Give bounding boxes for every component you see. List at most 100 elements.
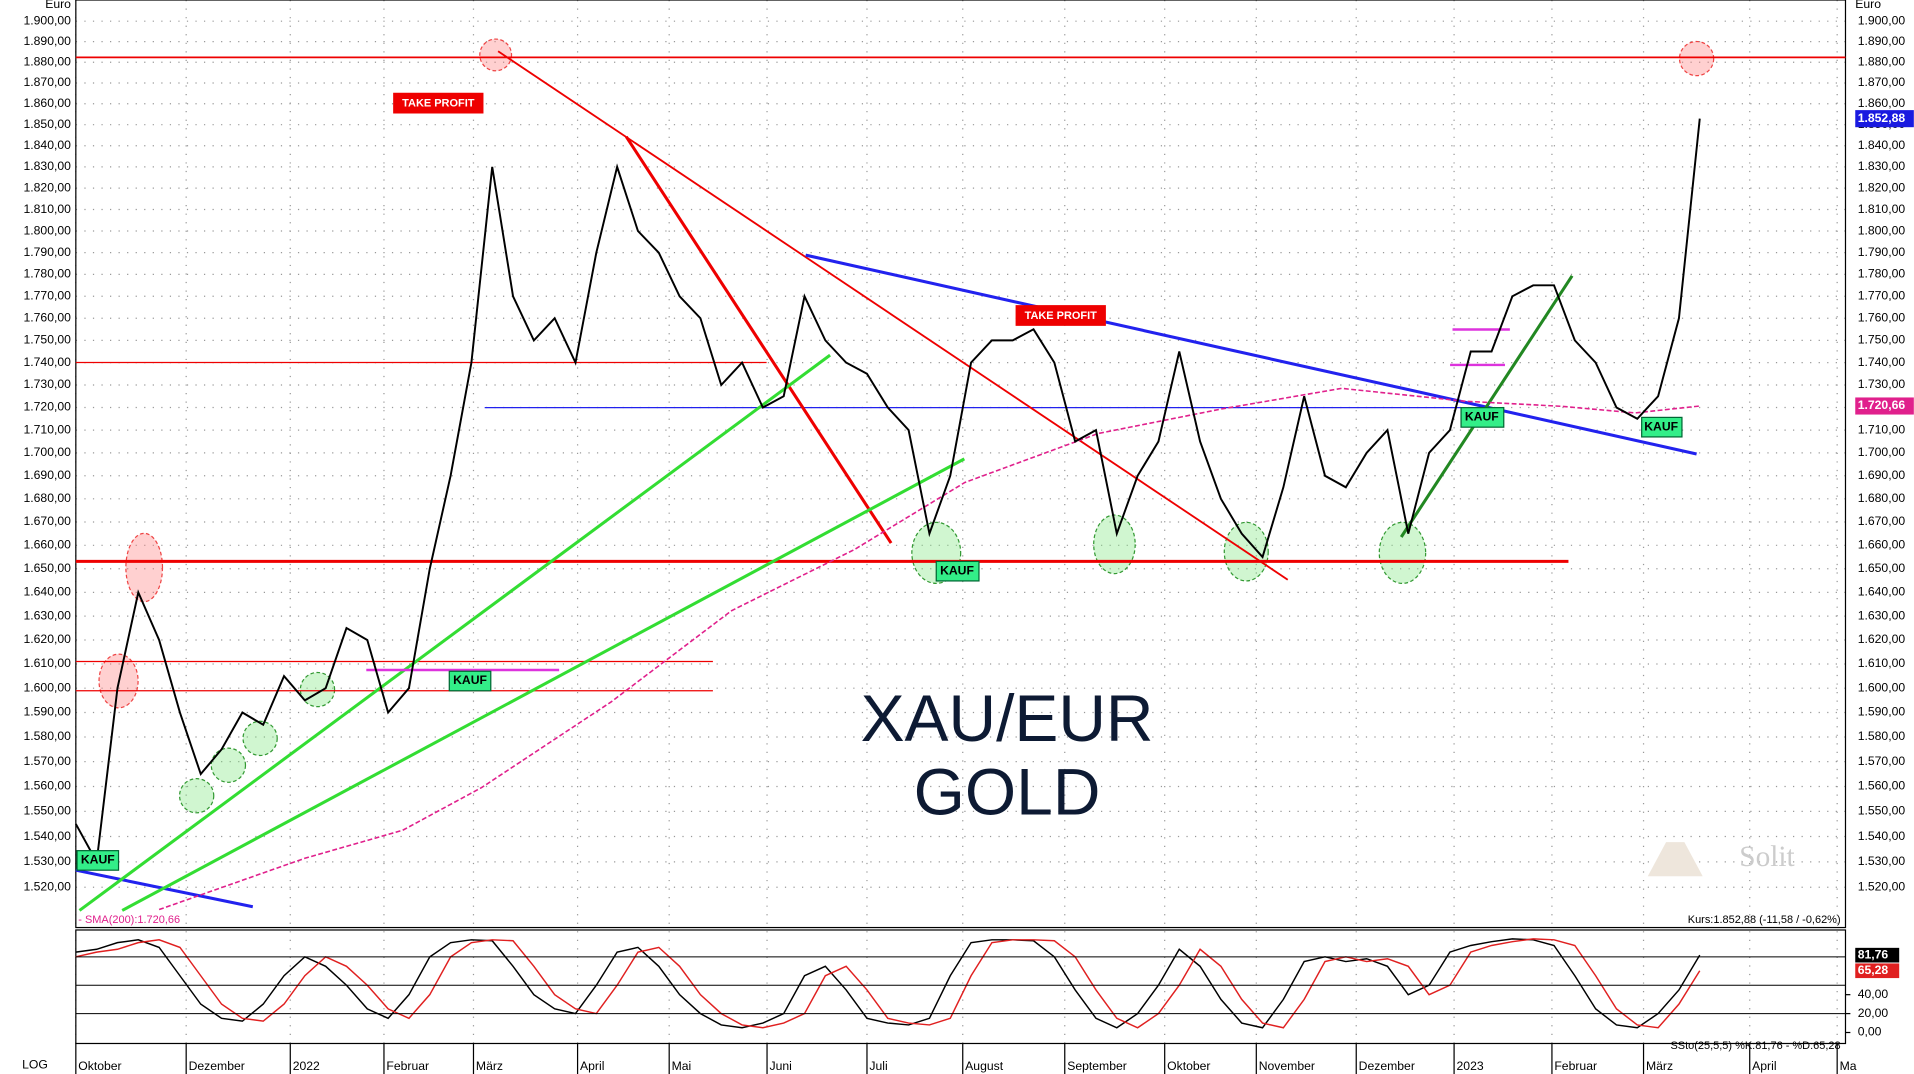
sma-current-label: 1.720,66 (1858, 398, 1906, 412)
y-tick-label: 1.810,00 (23, 202, 71, 216)
trend-line (624, 135, 893, 544)
y-tick-label: 1.750,00 (23, 333, 71, 347)
kauf-box (76, 850, 120, 871)
x-tick-label: April (1752, 1059, 1776, 1073)
y-tick-label: 1.770,00 (23, 288, 71, 302)
y-tick-label: 1.800,00 (23, 223, 71, 237)
take-profit-box (393, 92, 484, 114)
y-tick-label: 1.550,00 (1858, 804, 1906, 818)
trend-line (805, 253, 1697, 456)
x-tick-label: März (476, 1059, 503, 1073)
take-profit-label: TAKE PROFIT (1025, 310, 1098, 322)
y-tick-label: 1.610,00 (23, 656, 71, 670)
stoch-frame (75, 929, 1847, 1045)
x-tick-label: März (1646, 1059, 1673, 1073)
stoch-current-label: 65,28 (1858, 963, 1889, 977)
y-tick-label: 1.560,00 (23, 779, 71, 793)
y-tick-label: 1.640,00 (23, 585, 71, 599)
x-tick-label: Juni (769, 1059, 791, 1073)
y-tick-label: 1.600,00 (23, 680, 71, 694)
x-tick-label: September (1067, 1059, 1127, 1073)
y-tick-label: 1.590,00 (23, 705, 71, 719)
y-tick-label: 1.790,00 (1858, 245, 1906, 259)
y-tick-label: 1.770,00 (1858, 288, 1906, 302)
sma-line (158, 387, 1700, 911)
trend-line (78, 353, 831, 912)
x-tick-label: Dezember (1359, 1059, 1415, 1073)
y-tick-label: 1.780,00 (1858, 267, 1906, 281)
drawings (75, 38, 1846, 912)
y-tick-label: 1.570,00 (23, 754, 71, 768)
circle (242, 720, 278, 757)
trend-line (121, 457, 966, 912)
y-tick-label: 1.580,00 (1858, 729, 1906, 743)
y-tick-label: 1.590,00 (1858, 705, 1906, 719)
y-tick-label: 1.650,00 (1858, 561, 1906, 575)
y-tick-label: 1.710,00 (23, 422, 71, 436)
sma-current-box (1855, 397, 1914, 415)
price-line (74, 118, 1701, 865)
y-tick-label: 1.860,00 (23, 96, 71, 110)
y-tick-label: 1.880,00 (1858, 54, 1906, 68)
y-tick-label: 1.690,00 (23, 468, 71, 482)
y-tick-label: 1.540,00 (23, 829, 71, 843)
y-tick-label: 20,00 (1858, 1006, 1889, 1020)
y-tick-label: 1.640,00 (1858, 585, 1906, 599)
y-tick-label: 1.840,00 (1858, 138, 1906, 152)
circle (178, 778, 215, 814)
y-tick-label: 1.860,00 (1858, 96, 1906, 110)
y-tick-label: 1.670,00 (1858, 514, 1906, 528)
y-tick-label: 1.820,00 (23, 180, 71, 194)
y-tick-label: 1.740,00 (23, 355, 71, 369)
y-tick-label: 1.630,00 (1858, 608, 1906, 622)
annotations: TAKE PROFIT TAKE PROFIT KAUF KAUF KAUF K… (76, 92, 1841, 1052)
price-frame (75, 0, 1847, 929)
chart-subtitle: GOLD (914, 754, 1101, 828)
y-tick-label: 1.900,00 (1858, 13, 1906, 27)
trend-line (1399, 274, 1574, 538)
current-price-label: 1.852,88 (1858, 111, 1906, 125)
stoch-current-box (1855, 947, 1900, 963)
y-tick-label: 1.630,00 (23, 608, 71, 622)
y-tick-label: 1.710,00 (1858, 422, 1906, 436)
y-tick-label: 1.570,00 (1858, 754, 1906, 768)
kauf-label: KAUF (940, 563, 974, 577)
y-tick-label: 0,00 (1858, 1025, 1882, 1039)
circle (1093, 514, 1136, 575)
x-tick-label: Juli (869, 1059, 887, 1073)
kauf-box (935, 560, 980, 582)
kauf-box (448, 670, 492, 692)
y-tick-label: 1.540,00 (1858, 829, 1906, 843)
y-tick-label: 1.850,00 (23, 117, 71, 131)
x-tick-label: April (580, 1059, 604, 1073)
circle (125, 532, 164, 603)
sma-legend: - SMA(200):1.720,66 (78, 914, 180, 926)
x-tick-label: August (965, 1059, 1004, 1073)
current-price-box (1855, 110, 1914, 128)
y-tick-label: 1.700,00 (1858, 445, 1906, 459)
scale-label: LOG (22, 1058, 48, 1072)
x-tick-label: 2022 (293, 1059, 320, 1073)
y-tick-label: 1.730,00 (23, 377, 71, 391)
y-tick-label: 1.890,00 (23, 34, 71, 48)
kauf-box (1460, 407, 1505, 428)
y-tick-label: 1.830,00 (1858, 159, 1906, 173)
y-tick-label: 1.690,00 (1858, 468, 1906, 482)
y-tick-label: 1.650,00 (23, 561, 71, 575)
take-profit-box (1015, 305, 1106, 326)
y-tick-label: 1.740,00 (1858, 355, 1906, 369)
y-tick-label: 1.550,00 (23, 804, 71, 818)
stoch-current-box (1855, 963, 1900, 979)
y-tick-label: 1.870,00 (23, 75, 71, 89)
x-tick-label: 2023 (1457, 1059, 1484, 1073)
y-tick-label: 1.900,00 (23, 13, 71, 27)
y-tick-label: 1.660,00 (23, 538, 71, 552)
y-tick-label: 1.730,00 (1858, 377, 1906, 391)
y-tick-label: 1.520,00 (1858, 879, 1906, 893)
kauf-label: KAUF (81, 853, 115, 867)
y-tick-label: 1.880,00 (23, 54, 71, 68)
circle (479, 38, 513, 72)
circle (210, 747, 247, 783)
